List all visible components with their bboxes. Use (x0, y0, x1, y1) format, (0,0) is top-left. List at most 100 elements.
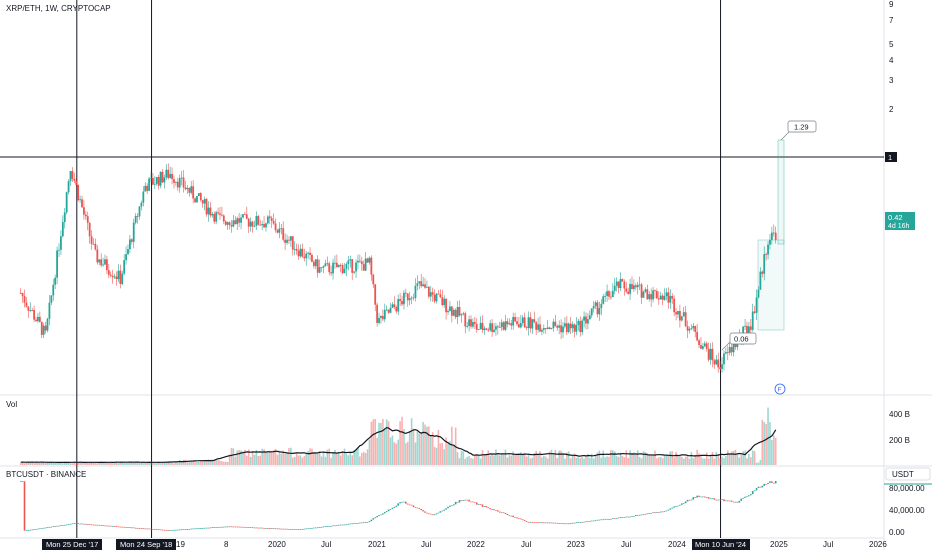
volume-bar (211, 459, 214, 465)
candle-body (276, 230, 279, 233)
event-icon[interactable] (774, 383, 786, 395)
candle-countdown: 4d 16h (888, 223, 910, 230)
candle-body (345, 263, 348, 269)
btc-candle (472, 501, 474, 503)
candle-body (615, 281, 618, 286)
volume-bar (416, 431, 419, 465)
candle-body (767, 244, 769, 255)
btc-candle (207, 527, 210, 529)
candle-body (521, 317, 524, 324)
currency-badge[interactable] (885, 467, 931, 481)
candle-body (412, 297, 415, 299)
volume-bar (560, 450, 562, 465)
volume-bar (223, 461, 225, 465)
volume-bar (69, 463, 72, 465)
btc-candle (357, 523, 359, 524)
candle-body (634, 285, 637, 288)
annotation-low-box[interactable] (729, 332, 757, 345)
volume-bar (29, 462, 32, 465)
volume-bar (516, 454, 518, 465)
volume-bar (90, 462, 93, 465)
btc-candle (441, 510, 444, 512)
btc-candle (667, 509, 670, 511)
x-label-jul-2021: Jul (421, 540, 431, 549)
candle-body (48, 302, 51, 319)
volume-bar (309, 448, 311, 465)
candle-body (435, 293, 438, 302)
btc-candle (615, 518, 618, 519)
volume-bar (665, 454, 668, 465)
volume-bar (104, 463, 106, 465)
btc-candle (382, 513, 384, 515)
annotation-high: 1.29 (794, 123, 809, 132)
current-price-tag[interactable] (885, 212, 915, 230)
btc-candle (746, 496, 748, 498)
candle-body (224, 221, 227, 225)
btc-candle (761, 485, 764, 488)
btc-candle (510, 515, 513, 517)
volume-bar (313, 452, 315, 465)
btc-candle (40, 528, 43, 529)
hline-tag[interactable] (885, 152, 897, 162)
volume-bar (521, 453, 524, 465)
candle-body (175, 181, 177, 183)
volume-bar (399, 421, 401, 465)
volume-bar (345, 454, 348, 465)
btc-candle (79, 523, 81, 525)
candle-body (454, 309, 457, 318)
candle-body (270, 218, 273, 221)
volume-bar (267, 452, 269, 465)
candle-body (631, 283, 633, 290)
btc-candle (269, 528, 271, 529)
btc-candle (684, 501, 687, 504)
volume-bar (589, 457, 591, 465)
candle-body (466, 326, 469, 327)
volume-bar (39, 462, 41, 465)
btc-candle (196, 528, 198, 530)
candle-body (441, 297, 444, 306)
candle-body (245, 214, 248, 219)
btc-candle (299, 529, 302, 530)
candle-body (106, 259, 108, 271)
time-axis[interactable]: 19 8 2020 Jul 2021 Jul 2022 Jul 2023 Jul… (176, 540, 887, 549)
candle-body (730, 347, 733, 353)
btc-candle (495, 510, 497, 511)
btc-candle (721, 499, 723, 501)
volume-bar (71, 463, 74, 465)
candle-body (228, 222, 231, 226)
btc-candle (360, 522, 363, 524)
volume-bar (447, 442, 449, 465)
btc-candle (516, 517, 518, 519)
volume-bar (769, 422, 771, 465)
candle-body (475, 323, 478, 330)
volume-bar (500, 453, 503, 465)
volume-bar (468, 455, 470, 465)
volume-bar (728, 453, 731, 465)
volume-bar (594, 454, 597, 465)
btc-candle (669, 508, 672, 510)
candle-body (337, 264, 340, 268)
btc-candle (92, 524, 95, 526)
volume-bar (671, 451, 674, 465)
candle-body (104, 259, 106, 265)
volume-bar (558, 450, 560, 465)
volume-bar (472, 458, 474, 465)
volume-bar (366, 449, 369, 465)
volume-bar (673, 457, 675, 465)
btc-candle (224, 526, 227, 528)
volume-bar (79, 462, 81, 465)
candle-body (194, 198, 196, 203)
price-axis[interactable]: 9 7 5 4 3 2 (889, 0, 894, 114)
volume-bar (765, 423, 767, 465)
candle-body (286, 239, 288, 243)
btc-candle (673, 506, 675, 508)
volume-bar (81, 461, 83, 465)
btc-candle (514, 517, 516, 518)
axis-label-5: 5 (889, 40, 894, 49)
candle-body (253, 225, 256, 227)
candle-body (107, 270, 110, 275)
annotation-high-box[interactable] (787, 120, 817, 133)
btc-candle (205, 527, 208, 529)
candle-body (75, 180, 78, 185)
